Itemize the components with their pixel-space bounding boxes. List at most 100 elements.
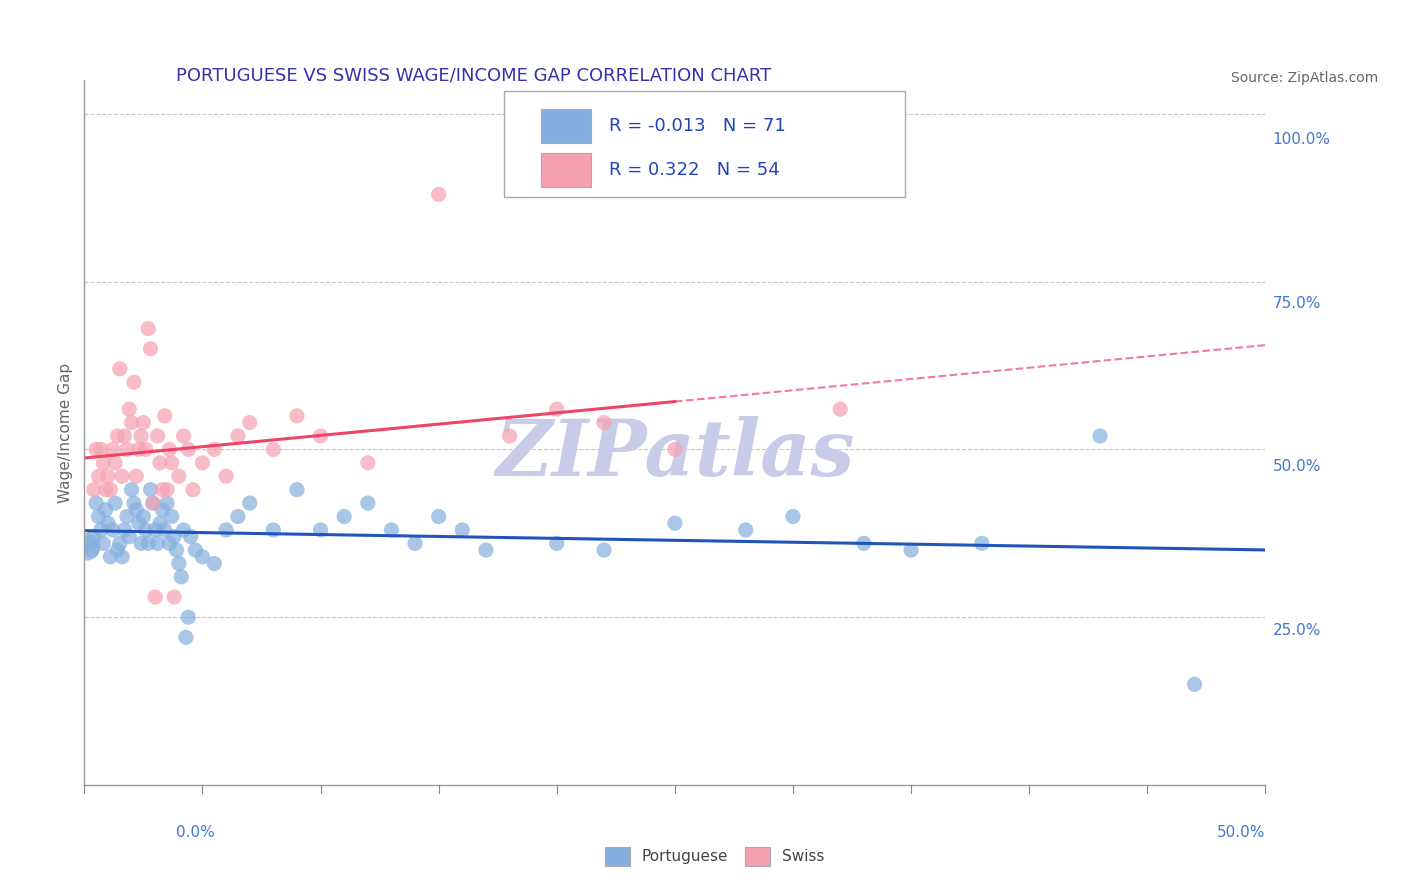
Point — [136, 536, 159, 550]
Point — [84, 496, 107, 510]
Point — [83, 530, 105, 544]
Point — [90, 442, 112, 457]
Point — [150, 483, 173, 497]
Point — [215, 523, 238, 537]
Point — [142, 496, 165, 510]
Point — [107, 543, 129, 558]
Point — [150, 503, 173, 517]
Point — [97, 516, 120, 531]
Point — [156, 496, 179, 510]
Point — [153, 523, 176, 537]
Point — [900, 543, 922, 558]
Point — [142, 496, 165, 510]
Point — [118, 402, 141, 417]
Point — [115, 509, 138, 524]
Point — [404, 536, 426, 550]
Point — [309, 429, 332, 443]
Point — [115, 442, 138, 457]
Point — [177, 442, 200, 457]
Point — [202, 442, 225, 457]
Point — [121, 483, 143, 497]
Point — [357, 496, 380, 510]
Point — [167, 557, 190, 571]
Point — [180, 530, 202, 544]
Text: 100.0%: 100.0% — [1272, 132, 1330, 147]
Point — [285, 483, 308, 497]
Point — [427, 509, 450, 524]
Point — [380, 523, 402, 537]
Point — [333, 509, 356, 524]
Point — [357, 456, 380, 470]
Point — [128, 442, 150, 457]
Point — [108, 536, 131, 550]
Point — [239, 496, 262, 510]
Point — [101, 442, 124, 457]
Point — [239, 416, 262, 430]
Point — [664, 442, 686, 457]
Point — [226, 429, 249, 443]
Point — [593, 543, 616, 558]
Point — [128, 516, 150, 531]
Text: 50.0%: 50.0% — [1272, 459, 1320, 475]
Point — [191, 456, 214, 470]
Point — [125, 469, 148, 483]
Point — [782, 509, 804, 524]
Point — [166, 543, 188, 558]
Point — [104, 496, 127, 510]
Point — [191, 549, 214, 564]
Point — [132, 509, 155, 524]
Point — [83, 483, 105, 497]
Point — [97, 469, 120, 483]
Point — [87, 509, 110, 524]
Text: 0.0%: 0.0% — [176, 825, 215, 840]
Point — [146, 536, 169, 550]
Y-axis label: Wage/Income Gap: Wage/Income Gap — [58, 362, 73, 503]
Point — [593, 416, 616, 430]
Point — [664, 516, 686, 531]
Point — [101, 523, 124, 537]
Point — [91, 536, 114, 550]
Point — [546, 536, 568, 550]
Point — [125, 503, 148, 517]
Point — [163, 530, 186, 544]
Point — [1184, 677, 1206, 691]
Point — [84, 442, 107, 457]
Point — [149, 456, 172, 470]
Point — [90, 523, 112, 537]
Point — [830, 402, 852, 417]
Point — [309, 523, 332, 537]
Point — [546, 402, 568, 417]
Point — [135, 523, 157, 537]
Point — [107, 429, 129, 443]
Point — [108, 362, 131, 376]
Point — [262, 523, 284, 537]
Point — [91, 456, 114, 470]
FancyBboxPatch shape — [541, 109, 591, 143]
Point — [139, 483, 162, 497]
Point — [173, 429, 195, 443]
Point — [285, 409, 308, 423]
Point — [118, 530, 141, 544]
Point — [970, 536, 993, 550]
Point — [87, 469, 110, 483]
Point — [114, 429, 136, 443]
Point — [1088, 429, 1111, 443]
Point — [215, 469, 238, 483]
Point — [98, 483, 121, 497]
Point — [80, 543, 103, 558]
Point — [167, 469, 190, 483]
Point — [146, 429, 169, 443]
Point — [139, 342, 162, 356]
Point — [177, 610, 200, 624]
Point — [173, 523, 195, 537]
Point — [202, 557, 225, 571]
Point — [262, 442, 284, 457]
Text: 50.0%: 50.0% — [1218, 825, 1265, 840]
Point — [160, 509, 183, 524]
Text: 25.0%: 25.0% — [1272, 623, 1320, 638]
Text: Source: ZipAtlas.com: Source: ZipAtlas.com — [1230, 70, 1378, 85]
Point — [226, 509, 249, 524]
Point — [143, 523, 166, 537]
Text: ZIPatlas: ZIPatlas — [495, 416, 855, 492]
Point — [111, 469, 134, 483]
